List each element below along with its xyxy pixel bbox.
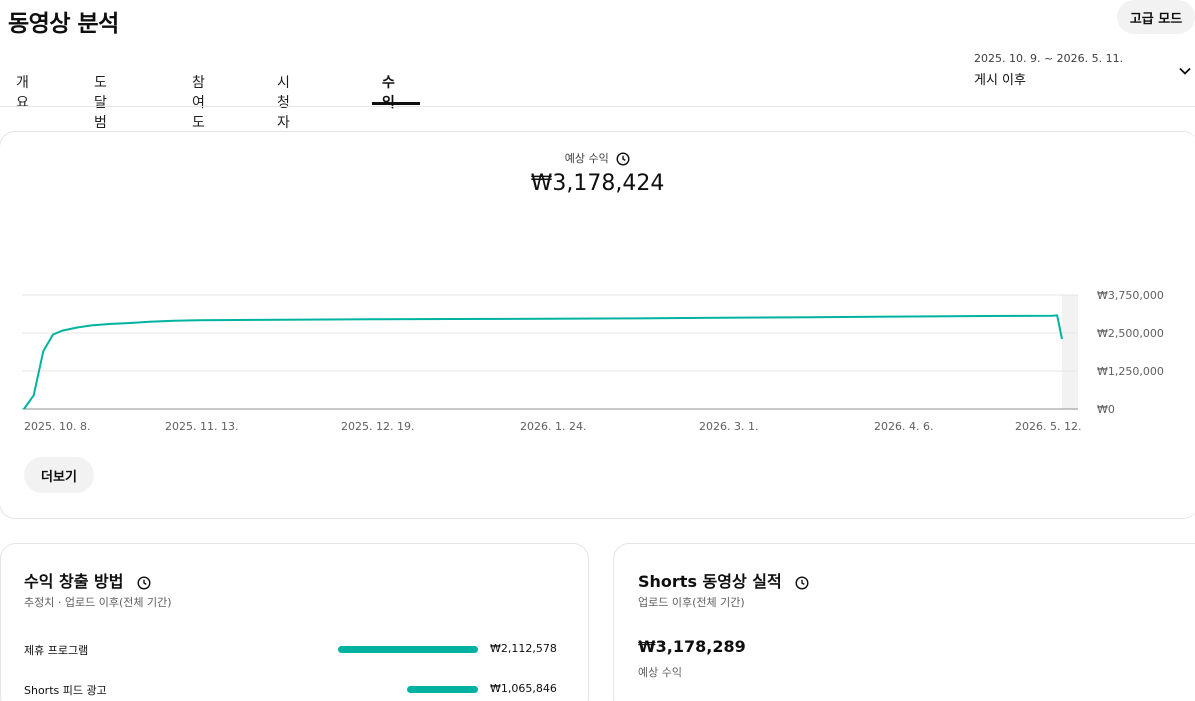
selected-period-highlight	[1062, 295, 1078, 409]
clock-icon[interactable]	[137, 575, 151, 590]
advanced-mode-button[interactable]: 고급 모드	[1117, 0, 1195, 34]
tabs-divider	[0, 106, 1195, 107]
y-tick-label: ₩2,500,000	[1097, 327, 1164, 340]
revenue-series-line	[23, 314, 1063, 410]
monetization-card	[0, 543, 589, 701]
monetization-title: 수익 창출 방법	[24, 568, 151, 592]
clock-icon[interactable]	[795, 575, 809, 590]
x-tick-label: 2026. 3. 1.	[699, 420, 758, 433]
revenue-line-chart: ₩3,750,000 ₩2,500,000 ₩1,250,000 ₩0 2025. 1…	[22, 289, 1164, 433]
monetization-row-bar	[338, 646, 478, 653]
more-button[interactable]: 더보기	[24, 457, 94, 493]
shorts-title-text: Shorts 동영상 실적	[638, 572, 782, 591]
clock-icon[interactable]	[616, 152, 630, 166]
x-tick-label: 2025. 10. 8.	[24, 420, 90, 433]
shorts-revenue-label: 예상 수익	[638, 666, 682, 679]
monetization-title-text: 수익 창출 방법	[24, 572, 124, 591]
estimated-revenue-label: 예상 수익	[564, 152, 609, 165]
x-tick-label: 2026. 1. 24.	[520, 420, 586, 433]
x-tick-label: 2026. 5. 12.	[1015, 420, 1081, 433]
x-tick-label: 2025. 12. 19.	[341, 420, 414, 433]
shorts-performance-card	[613, 543, 1195, 701]
date-range-label: 게시 이후	[974, 73, 1026, 88]
page-title: 동영상 분석	[8, 11, 119, 37]
y-tick-label: ₩1,250,000	[1097, 365, 1164, 378]
tab-overview[interactable]: 개요	[16, 75, 29, 111]
date-range-dates: 2025. 10. 9. ~ 2026. 5. 11.	[974, 52, 1124, 65]
tab-engagement[interactable]: 참여도	[192, 75, 205, 131]
monetization-row-label: 제휴 프로그램	[24, 644, 89, 657]
estimated-revenue-value: ₩3,178,424	[530, 171, 665, 196]
shorts-revenue-value: ₩3,178,289	[638, 637, 746, 656]
monetization-row-label: Shorts 피드 광고	[24, 684, 107, 697]
x-tick-label: 2025. 11. 13.	[165, 420, 238, 433]
monetization-row-value: ₩1,065,846	[490, 682, 557, 695]
active-tab-indicator	[372, 102, 420, 105]
monetization-row-bar	[407, 686, 478, 693]
x-tick-label: 2026. 4. 6.	[874, 420, 933, 433]
date-range-selector[interactable]: 2025. 10. 9. ~ 2026. 5. 11. 게시 이후	[974, 52, 1123, 88]
y-tick-label: ₩0	[1097, 403, 1115, 416]
estimated-revenue-heading: 예상 수익	[0, 150, 1195, 166]
shorts-subtitle: 업로드 이후(전체 기간)	[638, 596, 745, 609]
chevron-down-icon[interactable]	[1178, 64, 1192, 78]
monetization-row-value: ₩2,112,578	[490, 642, 557, 655]
y-tick-label: ₩3,750,000	[1097, 289, 1164, 302]
monetization-subtitle: 추정치 · 업로드 이후(전체 기간)	[24, 596, 172, 609]
shorts-title: Shorts 동영상 실적	[638, 568, 809, 592]
revenue-card	[0, 131, 1195, 519]
